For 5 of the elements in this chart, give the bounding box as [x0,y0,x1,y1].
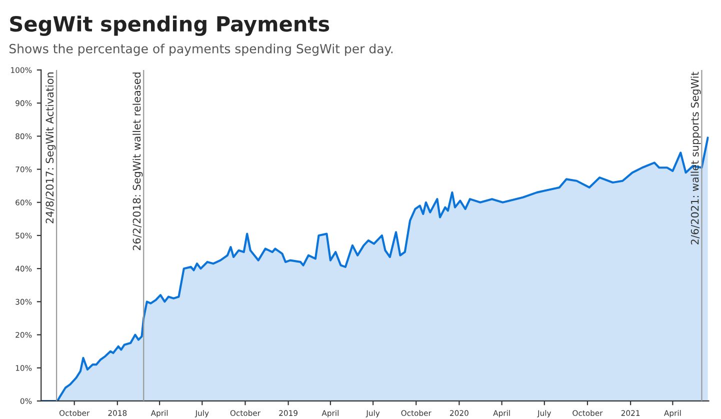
chart-title: SegWit spending Payments [10,16,330,36]
ref-line-label: 24/8/2017: SegWit Activation [46,72,56,224]
chart-subtitle: Shows the percentage of payments spending SegWit per day. [9,44,393,56]
ref-line-label: 26/2/2018: SegWit wallet released [132,72,143,250]
ref-line-label: 2/6/2021: wallet supports SegWit [690,72,701,244]
